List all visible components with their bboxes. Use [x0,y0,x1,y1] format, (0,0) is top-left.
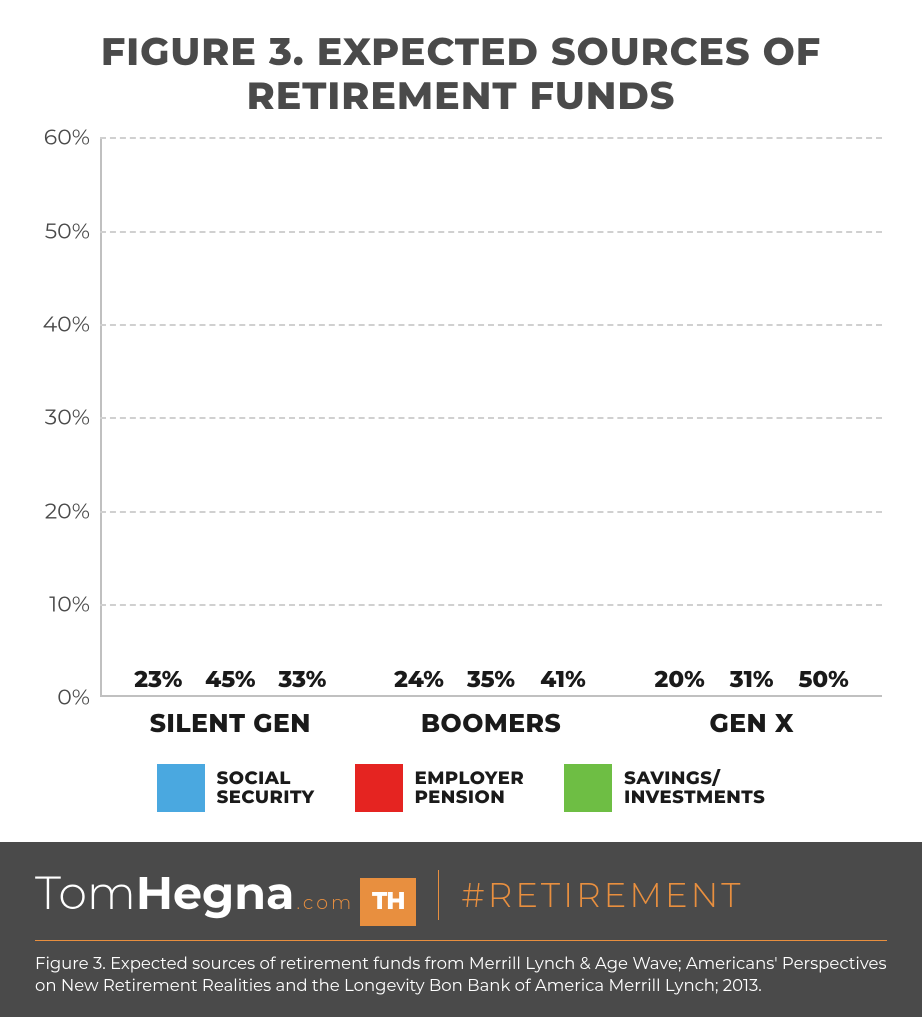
legend-item: SOCIALSECURITY [157,764,315,812]
chart-title: FIGURE 3. EXPECTED SOURCES OF RETIREMENT… [0,0,922,137]
logo-th-badge: TH [360,878,416,926]
bar-value-label: 35% [467,665,515,693]
y-tick-label: 20% [45,497,90,524]
x-category-label: BOOMERS [361,709,622,739]
footer-top-row: TomHegna.com TH #RETIREMENT [35,864,887,940]
bar-value-label: 41% [540,665,585,693]
legend-item: EMPLOYERPENSION [355,764,525,812]
y-axis: 0%10%20%30%40%50%60% [30,137,100,697]
y-tick-label: 30% [45,404,90,431]
chart-inner: 0%10%20%30%40%50%60% 23%45%33%24%35%41%2… [30,137,882,697]
legend-swatch [157,764,205,812]
gridline [100,511,882,513]
footer-rule [35,940,887,941]
gridline [100,604,882,606]
bar-value-label: 50% [798,665,848,693]
y-tick-label: 40% [43,311,90,338]
logo-text-hegna: Hegna [136,864,295,921]
infographic-container: FIGURE 3. EXPECTED SOURCES OF RETIREMENT… [0,0,922,1017]
legend-item: SAVINGS/INVESTMENTS [564,764,765,812]
figure-caption: Figure 3. Expected sources of retirement… [35,953,887,998]
gridline [100,324,882,326]
chart-area: 0%10%20%30%40%50%60% 23%45%33%24%35%41%2… [0,137,922,697]
chart-plot: 23% 45% 33% 24% 35% 41% 20% 31% 50% [100,137,882,697]
logo-text-tom: Tom [35,864,136,921]
bar-value-label: 20% [655,665,705,693]
x-category-label: SILENT GEN [100,709,361,739]
bar-value-label: 24% [394,665,444,693]
brand-logo: TomHegna.com TH [35,864,416,926]
gridline [100,137,882,139]
y-tick-label: 10% [49,591,90,618]
bar-value-label: 31% [730,665,774,693]
bar-value-label: 23% [134,665,182,693]
y-tick-label: 60% [44,124,90,151]
legend: SOCIALSECURITY EMPLOYERPENSION SAVINGS/INV… [0,739,922,842]
legend-label: SOCIALSECURITY [217,769,315,809]
logo-text-com: .com [296,891,354,914]
footer: TomHegna.com TH #RETIREMENT Figure 3. Ex… [0,842,922,1017]
legend-label: EMPLOYERPENSION [415,769,525,809]
y-tick-label: 50% [45,217,90,244]
hashtag-text: #RETIREMENT [461,874,743,916]
legend-swatch [564,764,612,812]
y-tick-label: 0% [57,684,90,711]
bar-value-label: 33% [278,665,326,693]
footer-divider [438,870,439,920]
legend-swatch [355,764,403,812]
legend-label: SAVINGS/INVESTMENTS [624,769,765,809]
gridline [100,417,882,419]
bar-value-label: 45% [205,665,255,693]
gridline [100,231,882,233]
x-category-label: GEN X [621,709,882,739]
x-axis-labels: SILENT GENBOOMERSGEN X [0,697,922,739]
